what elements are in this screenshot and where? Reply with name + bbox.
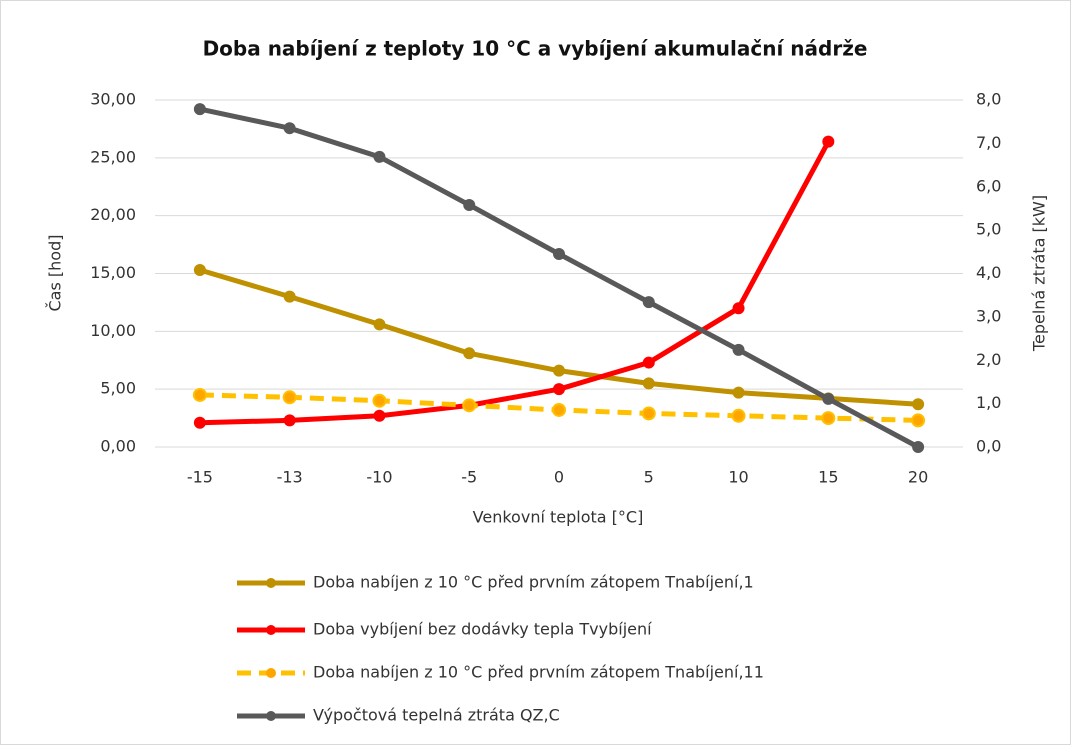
legend-label: Doba nabíjen z 10 °C před prvním zátopem… (313, 573, 754, 592)
y-tick-label: 30,00 (90, 90, 136, 109)
x-tick-label: 20 (908, 468, 928, 487)
y-tick-label: 15,00 (90, 263, 136, 282)
legend-label: Výpočtová tepelná ztráta QZ,C (313, 706, 560, 725)
data-point (372, 393, 387, 408)
x-tick-label: 0 (554, 468, 564, 487)
data-point (192, 387, 207, 402)
data-point (373, 409, 386, 422)
data-point (822, 135, 835, 148)
x-tick-label: -10 (366, 468, 392, 487)
x-tick-label: 5 (644, 468, 654, 487)
legend-label: Doba nabíjen z 10 °C před prvním zátopem… (313, 663, 764, 682)
x-tick-label: -15 (187, 468, 213, 487)
legend-marker (266, 625, 276, 635)
data-point (553, 247, 565, 260)
x-tick-label: -13 (277, 468, 303, 487)
x-tick-label: 15 (818, 468, 838, 487)
data-point (641, 406, 656, 421)
y2-tick-label: 6,0 (976, 176, 1001, 195)
data-point (463, 347, 476, 360)
data-point (283, 290, 296, 303)
x-tick-label: -5 (461, 468, 477, 487)
y-tick-label: 10,00 (90, 321, 136, 340)
data-point (283, 414, 296, 427)
data-point (912, 398, 925, 411)
data-point (552, 402, 566, 417)
data-point (373, 150, 386, 163)
x-tick-label: 10 (728, 468, 748, 487)
data-point (462, 398, 477, 413)
data-point (642, 356, 655, 369)
data-point (553, 364, 565, 377)
data-point (282, 390, 297, 405)
legend-marker (266, 711, 276, 721)
data-point (193, 103, 206, 116)
series-line (199, 140, 831, 426)
data-point (642, 377, 655, 390)
data-point (193, 416, 206, 429)
data-point (821, 411, 836, 426)
data-point (732, 302, 745, 315)
data-point (463, 198, 476, 211)
data-point (553, 383, 565, 396)
y-axis-title: Čas [hod] (46, 235, 65, 312)
y2-tick-label: 1,0 (976, 393, 1001, 412)
y2-tick-label: 3,0 (976, 306, 1001, 325)
y-tick-label: 25,00 (90, 147, 136, 166)
data-point (912, 441, 925, 453)
y-tick-label: 5,00 (100, 379, 136, 398)
data-point (193, 264, 206, 277)
legend-marker (266, 668, 276, 678)
data-point (373, 318, 386, 331)
data-point (732, 386, 745, 399)
data-point (642, 296, 655, 309)
y-tick-label: 0,00 (100, 437, 136, 456)
data-point (283, 122, 296, 135)
y2-tick-label: 0,0 (976, 437, 1001, 456)
y2-tick-label: 4,0 (976, 263, 1001, 282)
y2-tick-label: 8,0 (976, 90, 1001, 109)
y2-tick-label: 2,0 (976, 350, 1001, 369)
data-point (911, 413, 926, 428)
x-axis-title: Venkovní teplota [°C] (473, 508, 644, 527)
chart-title: Doba nabíjení z teploty 10 °C a vybíjení… (203, 37, 868, 61)
y-tick-label: 20,00 (90, 205, 136, 224)
legend-marker (266, 578, 276, 588)
y2-tick-label: 5,0 (976, 220, 1001, 239)
y2-tick-label: 7,0 (976, 133, 1001, 152)
data-point (732, 343, 745, 356)
legend-label: Doba vybíjení bez dodávky tepla Tvybíjen… (313, 620, 652, 639)
y2-axis-title: Tepelná ztráta [kW] (1030, 195, 1049, 352)
data-point (822, 392, 835, 405)
data-point (731, 408, 746, 423)
